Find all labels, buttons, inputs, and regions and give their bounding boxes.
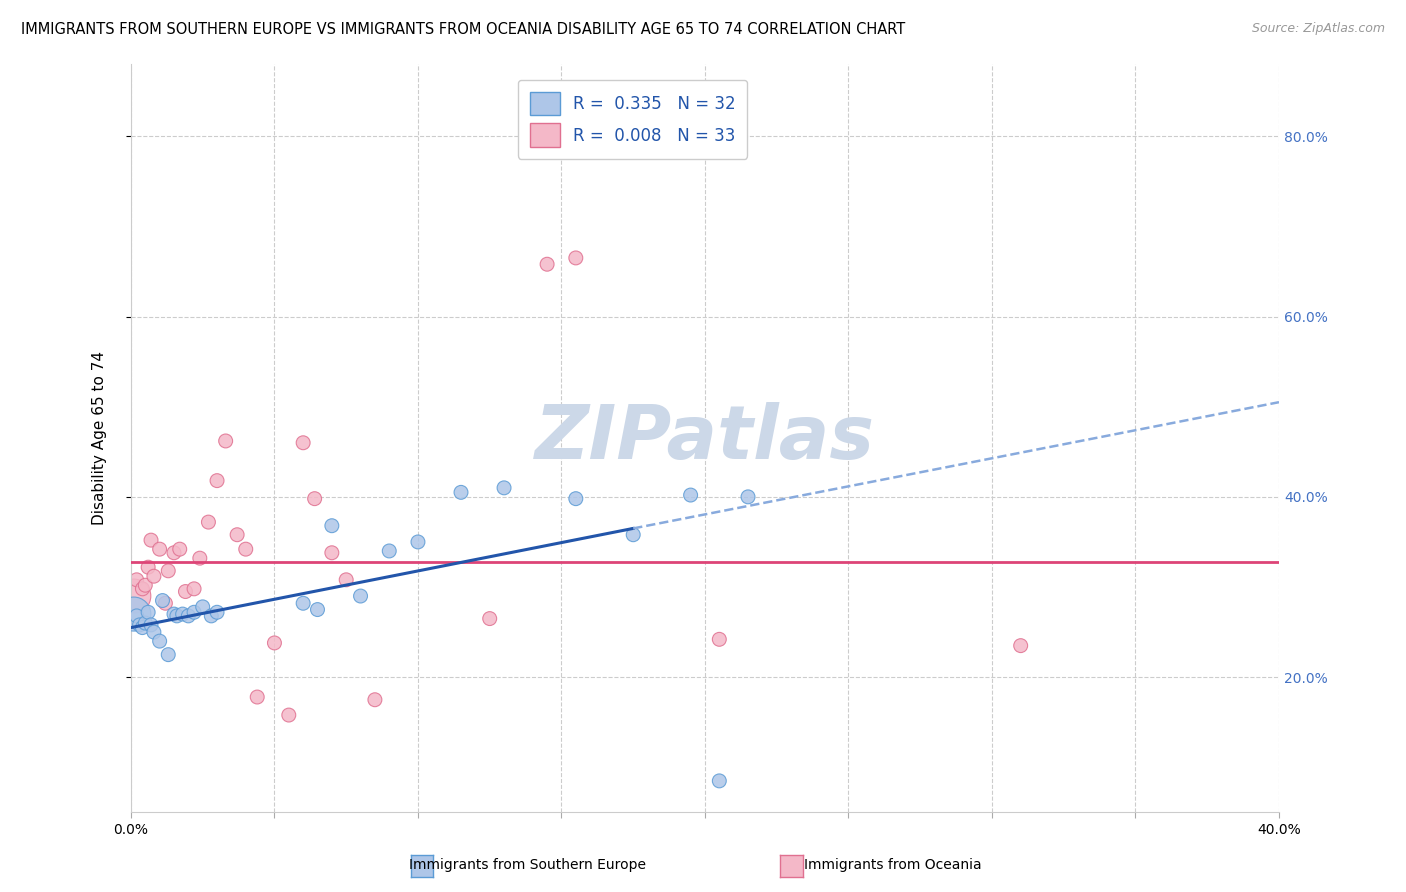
Point <box>263 636 285 650</box>
Point <box>183 605 205 619</box>
Point <box>166 608 188 623</box>
Point <box>197 515 219 529</box>
Point <box>131 582 153 596</box>
Point <box>155 596 177 610</box>
Point <box>321 546 343 560</box>
Point <box>188 551 211 566</box>
Point <box>565 491 588 506</box>
Point <box>169 542 191 557</box>
Point <box>226 527 249 541</box>
Point <box>134 578 156 592</box>
Point <box>191 599 214 614</box>
Point <box>122 607 145 621</box>
Point <box>277 708 299 723</box>
Point <box>406 535 429 549</box>
Point <box>149 634 172 648</box>
Text: ZIPatlas: ZIPatlas <box>534 401 875 475</box>
Legend: R =  0.335   N = 32, R =  0.008   N = 33: R = 0.335 N = 32, R = 0.008 N = 33 <box>519 80 748 159</box>
Point <box>142 569 165 583</box>
Point <box>136 560 159 574</box>
Point <box>177 608 200 623</box>
Text: Immigrants from Southern Europe: Immigrants from Southern Europe <box>409 858 645 872</box>
Text: Immigrants from Oceania: Immigrants from Oceania <box>804 858 981 872</box>
Point <box>128 618 150 632</box>
Point <box>292 596 315 610</box>
Point <box>205 474 228 488</box>
Point <box>139 618 162 632</box>
Point <box>142 625 165 640</box>
Point <box>450 485 472 500</box>
Point <box>494 481 516 495</box>
Point <box>200 608 222 623</box>
Point <box>172 607 194 621</box>
Point <box>292 435 315 450</box>
Point <box>709 773 731 788</box>
Point <box>349 589 371 603</box>
Point <box>205 605 228 619</box>
Point <box>536 257 558 271</box>
Point <box>709 632 731 647</box>
Point <box>364 692 387 706</box>
Point <box>125 608 148 623</box>
Point <box>679 488 702 502</box>
Point <box>152 593 174 607</box>
Text: IMMIGRANTS FROM SOUTHERN EUROPE VS IMMIGRANTS FROM OCEANIA DISABILITY AGE 65 TO : IMMIGRANTS FROM SOUTHERN EUROPE VS IMMIG… <box>21 22 905 37</box>
Point <box>131 621 153 635</box>
Point <box>125 573 148 587</box>
Point <box>136 605 159 619</box>
Y-axis label: Disability Age 65 to 74: Disability Age 65 to 74 <box>93 351 107 525</box>
Point <box>174 584 197 599</box>
Point <box>246 690 269 704</box>
Point <box>157 648 180 662</box>
Point <box>737 490 759 504</box>
Point <box>478 611 501 625</box>
Point <box>565 251 588 265</box>
Point <box>139 533 162 548</box>
Text: Source: ZipAtlas.com: Source: ZipAtlas.com <box>1251 22 1385 36</box>
Point <box>378 544 401 558</box>
Point <box>1010 639 1032 653</box>
Point <box>163 546 186 560</box>
Point <box>122 589 145 603</box>
Point <box>183 582 205 596</box>
Point <box>163 607 186 621</box>
Point <box>214 434 236 448</box>
Point <box>157 564 180 578</box>
Point <box>304 491 326 506</box>
Point <box>235 542 257 557</box>
Point <box>621 527 644 541</box>
Point <box>335 573 357 587</box>
Point <box>149 542 172 557</box>
Point <box>307 602 329 616</box>
Point <box>134 616 156 631</box>
Point <box>321 518 343 533</box>
